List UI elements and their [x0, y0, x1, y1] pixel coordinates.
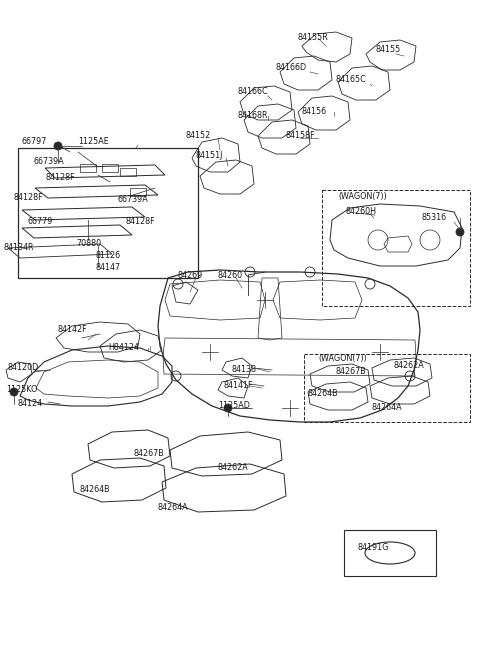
- Text: 84264B: 84264B: [308, 390, 338, 398]
- Text: 84168R: 84168R: [238, 112, 268, 121]
- Text: 84152: 84152: [185, 131, 210, 140]
- Text: 81126: 81126: [96, 251, 121, 260]
- Text: 1125AE: 1125AE: [78, 138, 109, 146]
- Text: 84120D: 84120D: [8, 363, 39, 373]
- Text: 66779: 66779: [28, 218, 53, 226]
- Circle shape: [224, 404, 232, 412]
- Text: 84165C: 84165C: [336, 75, 367, 85]
- Text: 84128F: 84128F: [14, 194, 44, 203]
- Text: (WAGON(7)): (WAGON(7)): [338, 192, 387, 201]
- Text: 84158F: 84158F: [285, 131, 314, 140]
- Text: 84141F: 84141F: [224, 382, 253, 390]
- Text: 84134R: 84134R: [4, 243, 35, 253]
- Text: 84147: 84147: [96, 264, 121, 272]
- Text: 70880: 70880: [76, 239, 101, 249]
- Text: H84124: H84124: [108, 344, 139, 352]
- Text: 84264A: 84264A: [372, 403, 403, 413]
- Text: 84260: 84260: [218, 272, 243, 281]
- Bar: [18, 148, 198, 278]
- Text: 84142F: 84142F: [58, 325, 88, 335]
- Bar: [322, 190, 470, 306]
- Text: 1125AD: 1125AD: [218, 401, 250, 411]
- Text: 66739A: 66739A: [118, 195, 149, 205]
- Text: 84138: 84138: [232, 365, 257, 375]
- Text: 85316: 85316: [422, 213, 447, 222]
- Text: 66797: 66797: [22, 138, 48, 146]
- Circle shape: [456, 228, 464, 236]
- Circle shape: [10, 388, 18, 396]
- Text: 84269: 84269: [178, 272, 203, 281]
- Text: 84267B: 84267B: [134, 449, 165, 459]
- Bar: [304, 354, 470, 422]
- Text: 1125KO: 1125KO: [6, 386, 37, 394]
- Text: 84156: 84156: [302, 108, 327, 117]
- Text: (WAGON(7)): (WAGON(7)): [318, 354, 367, 363]
- Text: 84155R: 84155R: [298, 33, 329, 43]
- Text: 84128F: 84128F: [126, 218, 156, 226]
- Text: 66739A: 66739A: [34, 157, 65, 167]
- Text: 84260H: 84260H: [345, 207, 376, 216]
- Text: 84166C: 84166C: [238, 87, 269, 96]
- Text: 84155: 84155: [375, 45, 400, 54]
- Text: 84124: 84124: [18, 400, 43, 409]
- Text: 84166D: 84166D: [276, 64, 307, 73]
- Text: 84262A: 84262A: [394, 361, 425, 371]
- Text: 84262A: 84262A: [218, 464, 249, 472]
- Text: 84128F: 84128F: [46, 173, 76, 182]
- Text: 84264B: 84264B: [80, 485, 110, 495]
- Text: 84267B: 84267B: [336, 367, 367, 377]
- Circle shape: [54, 142, 62, 150]
- Text: 84191G: 84191G: [358, 544, 389, 552]
- Bar: [344, 530, 436, 576]
- Text: 84151J: 84151J: [196, 152, 223, 161]
- Text: 84264A: 84264A: [158, 504, 189, 512]
